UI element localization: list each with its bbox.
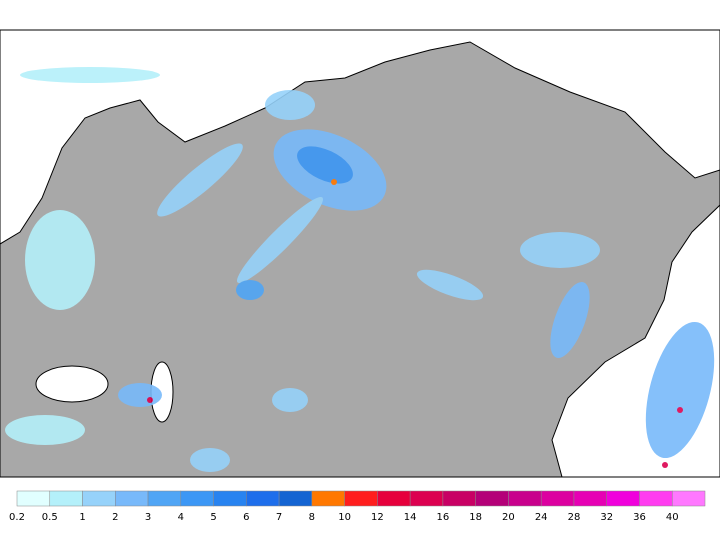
precip-area (118, 383, 162, 407)
precip-area (416, 269, 484, 301)
colorbar-swatch (508, 490, 542, 507)
precip-area (190, 448, 230, 472)
colorbar-label: 0.5 (42, 512, 58, 523)
colorbar-label: 18 (469, 512, 482, 523)
colorbar-label: 4 (178, 512, 184, 523)
colorbar-label: 20 (502, 512, 515, 523)
black-sea (35, 365, 109, 403)
colorbar-label: 10 (338, 512, 351, 523)
map-frame (0, 29, 720, 478)
colorbar-label: 28 (568, 512, 581, 523)
colorbar-swatch (442, 490, 476, 507)
colorbar-label: 2 (112, 512, 118, 523)
colorbar-swatch (82, 490, 116, 507)
colorbar-label: 8 (309, 512, 315, 523)
colorbar-label: 32 (600, 512, 613, 523)
colorbar-label: 16 (437, 512, 450, 523)
colorbar-swatch (115, 490, 149, 507)
precip-area (550, 282, 590, 358)
colorbar-swatch (49, 490, 83, 507)
colorbar-label: 7 (276, 512, 282, 523)
colorbar-swatch (409, 490, 444, 507)
colorbar-label: 3 (145, 512, 151, 523)
precip-area (157, 143, 243, 217)
colorbar-swatch (573, 490, 607, 507)
precip-area (25, 210, 95, 310)
colorbar-swatch (606, 490, 640, 507)
colorbar-label: 6 (243, 512, 249, 523)
colorbar-swatch (246, 490, 280, 507)
precip-area (5, 415, 85, 445)
colorbar-label: 12 (371, 512, 384, 523)
precip-area (645, 321, 715, 459)
precip-area (236, 280, 264, 300)
colorbar: 0.2 0.5 1 2 3 4 5 6 7 8 10 12 14 16 18 20 24 28 32 36 40 (9, 490, 706, 523)
colorbar-swatch (147, 490, 182, 507)
colorbar-swatch (639, 490, 673, 507)
precip-peak (147, 397, 153, 403)
colorbar-label: 24 (535, 512, 548, 523)
colorbar-label: 14 (404, 512, 417, 523)
precip-area (20, 67, 160, 83)
precip-area (297, 146, 353, 184)
map (0, 29, 720, 478)
precip-peak (662, 462, 668, 468)
precip-area (236, 196, 324, 284)
colorbar-swatch (475, 490, 509, 507)
precip-peak (677, 407, 683, 413)
precip-area (520, 232, 600, 268)
precip-area (265, 90, 315, 120)
precip-peak (331, 179, 337, 185)
precipitation (5, 67, 715, 472)
colorbar-swatch (671, 490, 706, 507)
colorbar-label: 0.2 (9, 512, 25, 523)
precip-area (272, 388, 308, 412)
colorbar-swatch (278, 490, 313, 507)
colorbar-swatch (16, 490, 51, 507)
colorbar-swatch (311, 490, 345, 507)
colorbar-label: 5 (210, 512, 216, 523)
colorbar-swatch (180, 490, 214, 507)
colorbar-swatch (540, 490, 575, 507)
colorbar-swatch (213, 490, 247, 507)
colorbar-swatch (377, 490, 411, 507)
arctic-ocean (0, 29, 720, 245)
colorbar-label: 40 (666, 512, 679, 523)
colorbar-label: 1 (79, 512, 85, 523)
colorbar-label: 36 (633, 512, 646, 523)
colorbar-swatch (344, 490, 378, 507)
